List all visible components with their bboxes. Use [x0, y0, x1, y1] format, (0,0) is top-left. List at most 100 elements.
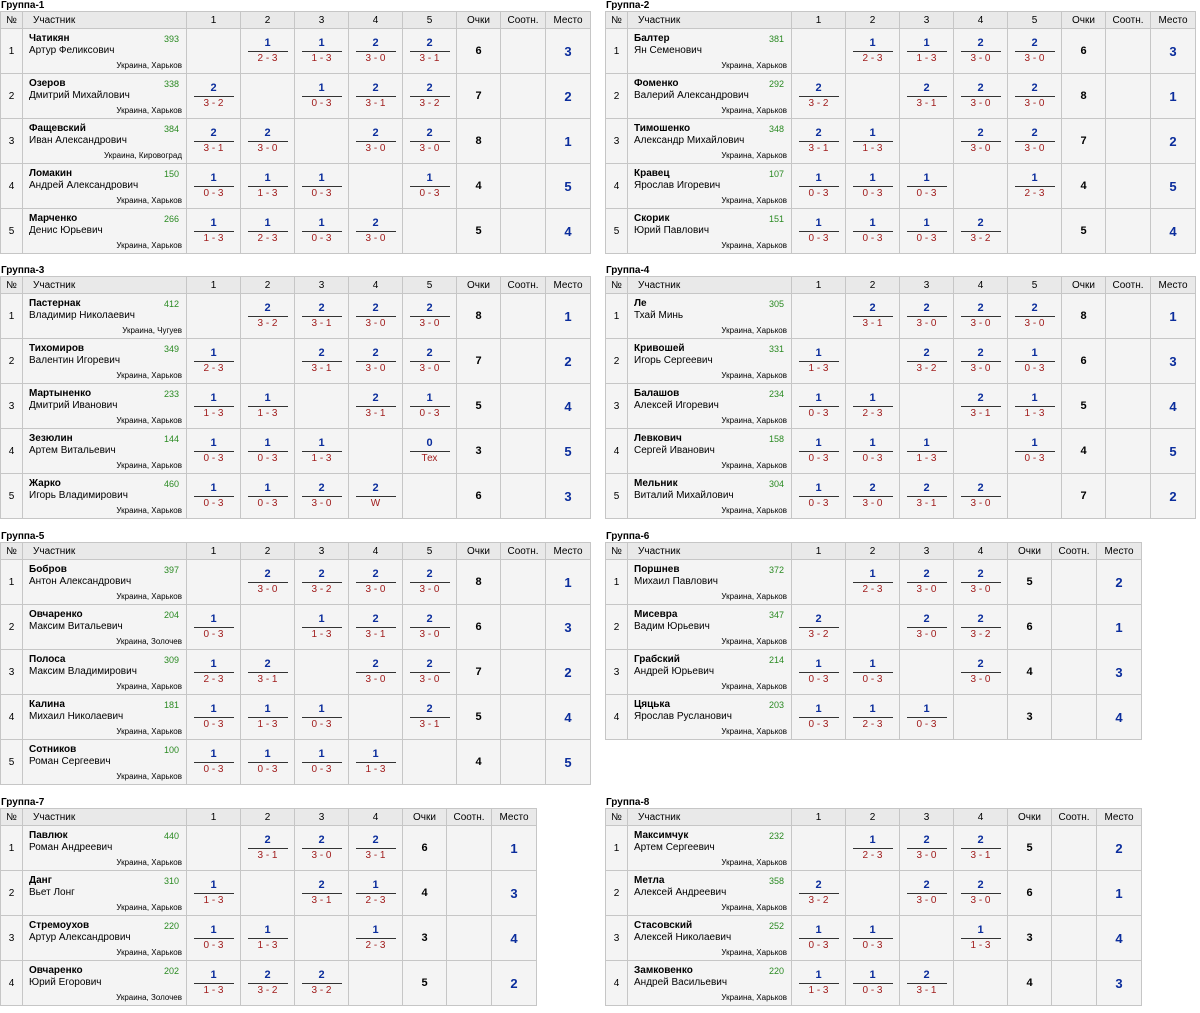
match-score-cell[interactable]: 1 0 - 3: [791, 694, 846, 740]
match-score-cell[interactable]: 2 3 - 2: [953, 604, 1008, 650]
participant-last-name[interactable]: Сотников: [29, 744, 77, 755]
participant-last-name[interactable]: Пастернак: [29, 298, 81, 309]
participant-last-name[interactable]: Балтер: [634, 33, 670, 44]
match-score-cell[interactable]: 1 0 - 3: [845, 960, 900, 1006]
match-score-cell[interactable]: 1 1 - 3: [348, 739, 403, 785]
match-score-cell[interactable]: 1 0 - 3: [845, 428, 900, 474]
match-score-cell[interactable]: 2 3 - 0: [348, 293, 403, 339]
match-score-cell[interactable]: 1 0 - 3: [186, 739, 241, 785]
match-score-cell[interactable]: 1 1 - 3: [186, 383, 241, 429]
participant-last-name[interactable]: Тихомиров: [29, 343, 85, 354]
match-score-cell[interactable]: 1 1 - 3: [294, 28, 349, 74]
participant-last-name[interactable]: Ломакин: [29, 168, 73, 179]
match-score-cell[interactable]: 1 0 - 3: [402, 163, 457, 209]
match-score-cell[interactable]: 2 3 - 2: [791, 604, 846, 650]
match-score-cell[interactable]: 1 1 - 3: [899, 28, 954, 74]
match-score-cell[interactable]: 1 0 - 3: [240, 473, 295, 519]
match-score-cell[interactable]: 1 0 - 3: [186, 428, 241, 474]
match-score-cell[interactable]: 1 0 - 3: [186, 694, 241, 740]
match-score-cell[interactable]: 1 1 - 3: [240, 383, 295, 429]
match-score-cell[interactable]: 1 1 - 3: [186, 870, 241, 916]
match-score-cell[interactable]: 1 1 - 3: [240, 694, 295, 740]
match-score-cell[interactable]: 2 3 - 1: [953, 825, 1008, 871]
match-score-cell[interactable]: 1 2 - 3: [186, 338, 241, 384]
match-score-cell[interactable]: 2 3 - 0: [899, 825, 954, 871]
match-score-cell[interactable]: 2 3 - 0: [402, 118, 457, 164]
participant-last-name[interactable]: Кривошей: [634, 343, 685, 354]
participant-last-name[interactable]: Озеров: [29, 78, 66, 89]
participant-last-name[interactable]: Максимчук: [634, 830, 689, 841]
participant-last-name[interactable]: Мельник: [634, 478, 678, 489]
match-score-cell[interactable]: 2 3 - 1: [845, 293, 900, 339]
participant-last-name[interactable]: Фоменко: [634, 78, 679, 89]
match-score-cell[interactable]: 2 3 - 0: [953, 870, 1008, 916]
match-score-cell[interactable]: 1 0 - 3: [1007, 338, 1062, 384]
participant-last-name[interactable]: Скорик: [634, 213, 670, 224]
match-score-cell[interactable]: 2 3 - 0: [899, 870, 954, 916]
match-score-cell[interactable]: 2 3 - 1: [186, 118, 241, 164]
match-score-cell[interactable]: 2 3 - 0: [402, 559, 457, 605]
match-score-cell[interactable]: 1 2 - 3: [1007, 163, 1062, 209]
match-score-cell[interactable]: 1 0 - 3: [791, 428, 846, 474]
match-score-cell[interactable]: 1 0 - 3: [186, 915, 241, 961]
participant-last-name[interactable]: Цяцька: [634, 699, 671, 710]
match-score-cell[interactable]: 2 3 - 0: [240, 118, 295, 164]
match-score-cell[interactable]: 2 3 - 0: [845, 473, 900, 519]
match-score-cell[interactable]: 1 0 - 3: [186, 163, 241, 209]
match-score-cell[interactable]: 2 3 - 0: [240, 559, 295, 605]
participant-last-name[interactable]: Павлюк: [29, 830, 68, 841]
match-score-cell[interactable]: 2 3 - 0: [953, 293, 1008, 339]
match-score-cell[interactable]: 1 0 - 3: [294, 208, 349, 254]
match-score-cell[interactable]: 1 2 - 3: [845, 28, 900, 74]
match-score-cell[interactable]: 1 2 - 3: [186, 649, 241, 695]
match-score-cell[interactable]: 1 1 - 3: [1007, 383, 1062, 429]
match-score-cell[interactable]: 1 2 - 3: [240, 208, 295, 254]
match-score-cell[interactable]: 1 0 - 3: [294, 73, 349, 119]
participant-last-name[interactable]: Данг: [29, 875, 52, 886]
match-score-cell[interactable]: 2 3 - 0: [348, 208, 403, 254]
match-score-cell[interactable]: 2 3 - 0: [1007, 73, 1062, 119]
match-score-cell[interactable]: 2 3 - 0: [1007, 28, 1062, 74]
match-score-cell[interactable]: 1 0 - 3: [1007, 428, 1062, 474]
match-score-cell[interactable]: 1 1 - 3: [240, 163, 295, 209]
match-score-cell[interactable]: 1 1 - 3: [240, 915, 295, 961]
match-score-cell[interactable]: 2 3 - 0: [1007, 293, 1062, 339]
match-score-cell[interactable]: 1 2 - 3: [845, 694, 900, 740]
match-score-cell[interactable]: 2 3 - 1: [348, 604, 403, 650]
match-score-cell[interactable]: 2 3 - 2: [791, 870, 846, 916]
participant-last-name[interactable]: Грабский: [634, 654, 680, 665]
match-score-cell[interactable]: 2 3 - 1: [402, 694, 457, 740]
match-score-cell[interactable]: 2 3 - 2: [899, 338, 954, 384]
match-score-cell[interactable]: 2 3 - 1: [348, 825, 403, 871]
match-score-cell[interactable]: 2 3 - 1: [294, 338, 349, 384]
match-score-cell[interactable]: 2 3 - 0: [899, 604, 954, 650]
match-score-cell[interactable]: 1 0 - 3: [294, 739, 349, 785]
participant-last-name[interactable]: Фащевский: [29, 123, 86, 134]
match-score-cell[interactable]: 1 0 - 3: [899, 694, 954, 740]
match-score-cell[interactable]: 1 0 - 3: [240, 428, 295, 474]
participant-last-name[interactable]: Зезюлин: [29, 433, 73, 444]
participant-last-name[interactable]: Полоса: [29, 654, 66, 665]
match-score-cell[interactable]: 2 3 - 1: [791, 118, 846, 164]
match-score-cell[interactable]: 2 3 - 2: [294, 960, 349, 1006]
match-score-cell[interactable]: 1 0 - 3: [845, 163, 900, 209]
match-score-cell[interactable]: 2 3 - 2: [240, 960, 295, 1006]
match-score-cell[interactable]: 2 3 - 1: [294, 870, 349, 916]
match-score-cell[interactable]: 2 3 - 0: [953, 473, 1008, 519]
match-score-cell[interactable]: 2 3 - 1: [294, 293, 349, 339]
match-score-cell[interactable]: 1 0 - 3: [294, 694, 349, 740]
participant-last-name[interactable]: Кравец: [634, 168, 670, 179]
match-score-cell[interactable]: 2 3 - 0: [953, 338, 1008, 384]
match-score-cell[interactable]: 2 3 - 0: [402, 604, 457, 650]
match-score-cell[interactable]: 2 3 - 0: [402, 338, 457, 384]
match-score-cell[interactable]: 2 3 - 0: [953, 559, 1008, 605]
match-score-cell[interactable]: 2 3 - 2: [791, 73, 846, 119]
match-score-cell[interactable]: 1 0 - 3: [845, 915, 900, 961]
match-score-cell[interactable]: 1 0 - 3: [845, 208, 900, 254]
match-score-cell[interactable]: 1 1 - 3: [791, 338, 846, 384]
match-score-cell[interactable]: 2 3 - 0: [953, 649, 1008, 695]
participant-last-name[interactable]: Ле: [634, 298, 647, 309]
participant-last-name[interactable]: Левкович: [634, 433, 682, 444]
participant-last-name[interactable]: Замковенко: [634, 965, 693, 976]
